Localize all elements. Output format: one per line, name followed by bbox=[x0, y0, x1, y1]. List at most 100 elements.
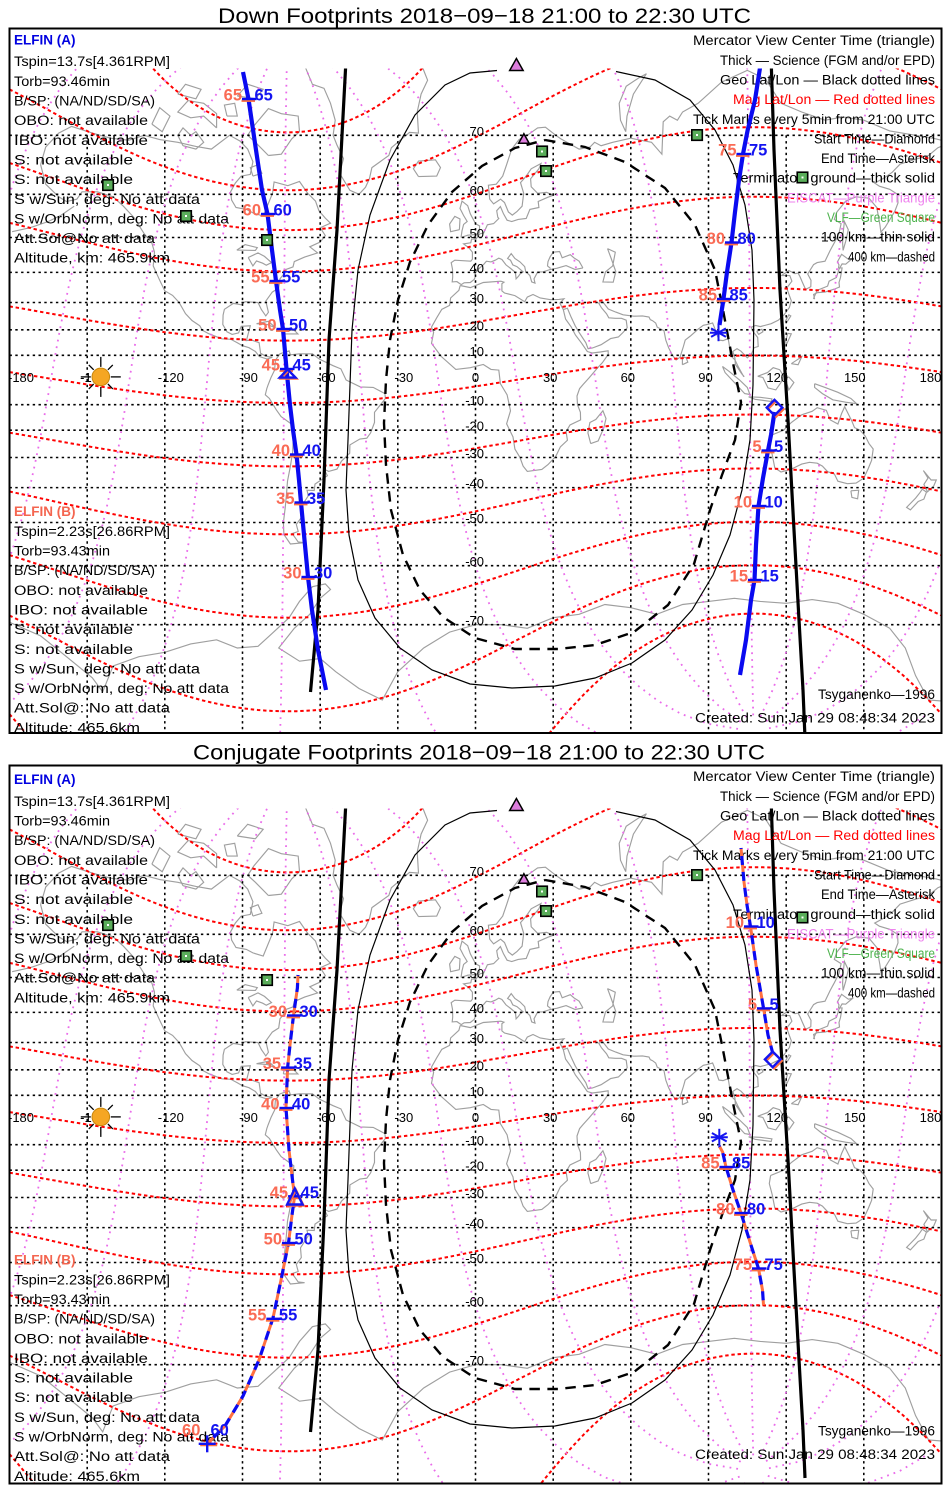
svg-text:50: 50 bbox=[264, 1231, 282, 1249]
svg-text:55: 55 bbox=[279, 1306, 297, 1324]
svg-text:-90: -90 bbox=[239, 1110, 258, 1125]
svg-text:Tick Marks every 5min from 21:: Tick Marks every 5min from 21:00 UTC bbox=[693, 112, 935, 127]
svg-text:S: not available: S: not available bbox=[14, 172, 133, 187]
svg-text:S w/Sun, deg: No att data: S w/Sun, deg: No att data bbox=[14, 1410, 201, 1425]
svg-text:60: 60 bbox=[470, 183, 484, 198]
svg-text:Mercator View Center Time (tri: Mercator View Center Time (triangle) bbox=[693, 33, 935, 48]
svg-text:Start Time—Diamond: Start Time—Diamond bbox=[814, 868, 935, 883]
svg-text:Att.Sol@: No att data: Att.Sol@: No att data bbox=[14, 701, 171, 716]
svg-text:Altitude: 465.6km: Altitude: 465.6km bbox=[14, 1469, 140, 1484]
svg-text:-10: -10 bbox=[465, 1133, 484, 1148]
svg-text:-60: -60 bbox=[317, 1110, 336, 1125]
svg-text:S: not available: S: not available bbox=[14, 912, 133, 927]
svg-text:20: 20 bbox=[470, 1058, 484, 1073]
svg-text:S w/OrbNorm, deg: No att data: S w/OrbNorm, deg: No att data bbox=[14, 211, 230, 226]
svg-text:VLF—Green Square: VLF—Green Square bbox=[827, 210, 935, 225]
svg-text:70: 70 bbox=[470, 864, 484, 879]
svg-text:S w/Sun, deg: No att data: S w/Sun, deg: No att data bbox=[14, 192, 201, 207]
svg-text:55: 55 bbox=[251, 269, 269, 287]
svg-text:-30: -30 bbox=[394, 370, 413, 385]
svg-text:Tsyganenko—1996: Tsyganenko—1996 bbox=[818, 1424, 935, 1439]
svg-text:120: 120 bbox=[766, 370, 788, 385]
svg-text:Mag Lat/Lon — Red dotted lines: Mag Lat/Lon — Red dotted lines bbox=[733, 828, 935, 843]
svg-text:Mag Lat/Lon — Red dotted lines: Mag Lat/Lon — Red dotted lines bbox=[733, 92, 935, 107]
svg-text:85: 85 bbox=[730, 287, 748, 305]
svg-text:-90: -90 bbox=[239, 370, 258, 385]
svg-text:60: 60 bbox=[211, 1422, 229, 1440]
svg-text:50: 50 bbox=[258, 317, 276, 335]
svg-text:40: 40 bbox=[303, 442, 321, 460]
svg-text:70: 70 bbox=[470, 124, 484, 139]
svg-text:Torb=93.46min: Torb=93.46min bbox=[14, 814, 110, 829]
svg-text:90: 90 bbox=[698, 370, 712, 385]
svg-text:B/SP: (NA/ND/SD/SA): B/SP: (NA/ND/SD/SA) bbox=[14, 1312, 155, 1327]
svg-text:15: 15 bbox=[761, 568, 779, 586]
svg-text:5: 5 bbox=[752, 438, 761, 456]
svg-text:100 km—thin solid: 100 km—thin solid bbox=[821, 966, 935, 981]
svg-text:400 km—dashed: 400 km—dashed bbox=[848, 249, 935, 264]
svg-text:Created: Sun Jan 29 08:48:34 2: Created: Sun Jan 29 08:48:34 2023 bbox=[695, 711, 935, 726]
svg-text:10: 10 bbox=[757, 914, 775, 932]
svg-text:80: 80 bbox=[738, 230, 756, 248]
svg-text:0: 0 bbox=[472, 370, 479, 385]
svg-text:S: not available: S: not available bbox=[14, 892, 133, 907]
svg-text:10: 10 bbox=[734, 494, 752, 512]
svg-text:-30: -30 bbox=[394, 1110, 413, 1125]
svg-text:End Time—Asterisk: End Time—Asterisk bbox=[821, 887, 935, 902]
svg-text:65: 65 bbox=[255, 87, 273, 105]
svg-text:5: 5 bbox=[774, 438, 783, 456]
svg-text:45: 45 bbox=[293, 357, 311, 375]
svg-text:55: 55 bbox=[248, 1306, 266, 1324]
svg-text:S w/OrbNorm, deg: No att data: S w/OrbNorm, deg: No att data bbox=[14, 681, 230, 696]
svg-text:180: 180 bbox=[920, 370, 942, 385]
svg-text:40: 40 bbox=[470, 1001, 484, 1016]
svg-text:75: 75 bbox=[718, 142, 736, 160]
svg-text:S w/Sun, deg: No att data: S w/Sun, deg: No att data bbox=[14, 931, 201, 946]
svg-text:-40: -40 bbox=[465, 1216, 484, 1231]
svg-text:IBO: not available: IBO: not available bbox=[14, 873, 148, 888]
svg-text:50: 50 bbox=[289, 317, 307, 335]
svg-text:10: 10 bbox=[765, 494, 783, 512]
svg-text:VLF—Green Square: VLF—Green Square bbox=[827, 946, 935, 961]
svg-text:150: 150 bbox=[844, 370, 866, 385]
svg-text:5: 5 bbox=[748, 996, 757, 1014]
svg-text:40: 40 bbox=[292, 1096, 310, 1114]
svg-text:75: 75 bbox=[765, 1256, 783, 1274]
svg-text:5: 5 bbox=[770, 996, 779, 1014]
svg-text:OBO: not available: OBO: not available bbox=[14, 583, 148, 598]
svg-text:30: 30 bbox=[543, 1110, 557, 1125]
svg-text:30: 30 bbox=[470, 1031, 484, 1046]
svg-text:85: 85 bbox=[701, 1155, 719, 1173]
svg-text:75: 75 bbox=[749, 142, 767, 160]
svg-text:Altitude, km: 465.9km: Altitude, km: 465.9km bbox=[14, 251, 170, 266]
svg-text:-70: -70 bbox=[465, 613, 484, 628]
svg-text:-60: -60 bbox=[465, 554, 484, 569]
svg-text:10: 10 bbox=[726, 914, 744, 932]
svg-text:30: 30 bbox=[269, 1003, 287, 1021]
svg-text:30: 30 bbox=[283, 565, 301, 583]
svg-text:180: 180 bbox=[920, 1110, 942, 1125]
svg-text:Created: Sun Jan 29 08:48:34 2: Created: Sun Jan 29 08:48:34 2023 bbox=[695, 1447, 935, 1462]
svg-text:35: 35 bbox=[263, 1055, 281, 1073]
svg-text:60: 60 bbox=[243, 202, 261, 220]
svg-text:Tick Marks every 5min from 21:: Tick Marks every 5min from 21:00 UTC bbox=[693, 848, 935, 863]
svg-text:Tspin=13.7s[4.361RPM]: Tspin=13.7s[4.361RPM] bbox=[14, 794, 170, 809]
svg-text:-60: -60 bbox=[465, 1294, 484, 1309]
svg-text:45: 45 bbox=[270, 1184, 288, 1202]
svg-text:EISCAT—Purple Triangle: EISCAT—Purple Triangle bbox=[787, 190, 935, 205]
svg-text:Torb=93.46min: Torb=93.46min bbox=[14, 74, 110, 89]
svg-text:S: not available: S: not available bbox=[14, 1371, 133, 1386]
svg-text:15: 15 bbox=[730, 568, 748, 586]
svg-text:-180: -180 bbox=[8, 370, 34, 385]
svg-text:40: 40 bbox=[470, 261, 484, 276]
svg-text:50: 50 bbox=[470, 226, 484, 241]
svg-text:Altitude, km: 465.9km: Altitude, km: 465.9km bbox=[14, 990, 170, 1005]
svg-text:30: 30 bbox=[300, 1003, 318, 1021]
svg-text:Terminator: ground—thick solid: Terminator: ground—thick solid bbox=[733, 171, 935, 186]
svg-text:10: 10 bbox=[470, 1084, 484, 1099]
svg-text:S: not available: S: not available bbox=[14, 1390, 133, 1405]
svg-text:S: not available: S: not available bbox=[14, 642, 133, 657]
svg-text:Altitude: 465.6km: Altitude: 465.6km bbox=[14, 720, 140, 735]
svg-text:B/SP: (NA/ND/SD/SA): B/SP: (NA/ND/SD/SA) bbox=[14, 563, 155, 578]
svg-text:-120: -120 bbox=[158, 1110, 184, 1125]
